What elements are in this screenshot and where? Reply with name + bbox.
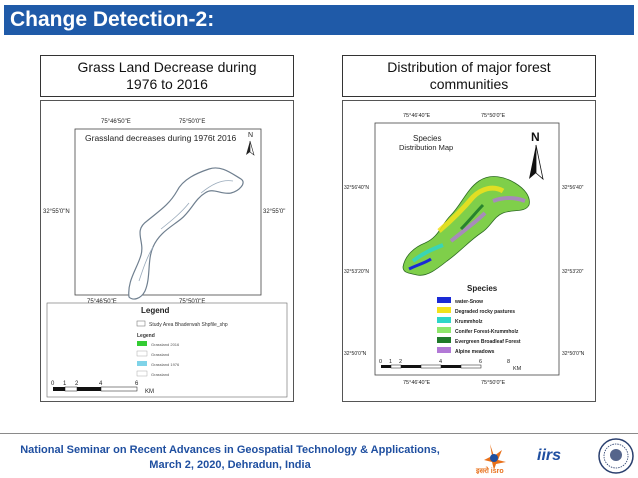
map-frame	[374, 122, 560, 376]
svg-text:1: 1	[389, 359, 392, 365]
species-map-title-2: Distribution Map	[399, 143, 453, 152]
footer-line1: National Seminar on Recent Advances in G…	[20, 444, 440, 456]
legend-item-2: Grassland 2016	[137, 341, 180, 347]
top-tick-2: 75°50'0"E	[179, 119, 205, 125]
species-legend-item-3: Conifer Forest-Krummholz	[437, 327, 519, 335]
species-map: 75°46'40"E 75°50'0"E 75°46'40"E 75°50'0"…	[344, 113, 585, 386]
svg-text:N: N	[531, 130, 540, 144]
right-tick: 32°55'0"	[263, 209, 285, 215]
footer-line2: March 2, 2020, Dehradun, India	[149, 459, 311, 471]
species-legend-item-1: Degraded rocky pastures	[437, 307, 515, 315]
svg-text:N: N	[248, 132, 253, 139]
species-legend-title: Species	[467, 284, 498, 293]
svg-text:Grassland: Grassland	[151, 372, 169, 377]
legend-item-0: Study Area Bhaderwah Shpfile_shp	[136, 320, 228, 328]
slide-title: Change Detection-2:	[4, 5, 634, 35]
svg-text:6: 6	[135, 381, 139, 387]
right-tick-1: 32°56'40"	[562, 185, 584, 191]
svg-text:0: 0	[51, 381, 55, 387]
north-arrow-icon: N	[529, 130, 544, 181]
bottom-tick-1: 75°46'40"E	[403, 380, 431, 386]
right-caption-line1: Distribution of major forest	[387, 59, 551, 75]
left-caption: Grass Land Decrease during 1976 to 2016	[40, 55, 294, 97]
right-tick-3: 32°50'0"N	[562, 351, 585, 357]
scale-bar: 0 1 2 4 6 KM	[51, 381, 154, 395]
svg-text:4: 4	[439, 359, 442, 365]
svg-text:KM: KM	[145, 389, 154, 395]
species-map-title-1: Species	[413, 134, 441, 143]
bottom-tick-2: 75°50'0"E	[481, 380, 505, 386]
legend-item-5: Grassland	[136, 370, 169, 377]
right-tick-2: 32°53'20"	[562, 269, 584, 275]
alpine-meadow-band	[449, 196, 526, 243]
svg-text:Evergreen Broadleaf Forest: Evergreen Broadleaf Forest	[455, 339, 521, 345]
grassland-map-title: Grassland decreases during 1976t 2016	[85, 133, 236, 143]
iirs-logo: iirs	[537, 447, 562, 464]
valley-detail	[138, 180, 234, 282]
svg-text:Conifer Forest-Krummholz: Conifer Forest-Krummholz	[455, 329, 519, 335]
legend-title: Legend	[141, 306, 170, 315]
svg-text:1: 1	[63, 381, 67, 387]
svg-text:Grassland: Grassland	[151, 352, 169, 357]
species-legend-item-4: Evergreen Broadleaf Forest	[437, 337, 521, 345]
svg-text:Study Area Bhaderwah Shpfile_s: Study Area Bhaderwah Shpfile_shp	[149, 322, 228, 328]
bottom-tick-1: 75°46'50"E	[87, 299, 117, 305]
svg-text:2: 2	[399, 359, 402, 365]
svg-text:water-Snow: water-Snow	[454, 299, 483, 305]
right-caption: Distribution of major forest communities	[342, 55, 596, 97]
rocky-pasture-band	[437, 185, 505, 233]
svg-text:0: 0	[379, 359, 382, 365]
svg-text:8: 8	[507, 359, 510, 365]
species-legend-item-0: water-Snow	[437, 297, 483, 305]
svg-text:Degraded rocky pastures: Degraded rocky pastures	[455, 309, 515, 315]
top-tick-1: 75°46'50"E	[101, 119, 131, 125]
svg-text:Grassland 1976: Grassland 1976	[151, 362, 180, 367]
left-caption-line2: 1976 to 2016	[126, 76, 208, 92]
title-banner: Change Detection-2:	[0, 0, 638, 38]
species-legend-item-5: Alpine meadows	[437, 347, 495, 355]
legend-item-1: Legend	[137, 333, 155, 339]
grassland-map-panel: 75°46'50"E 75°50'0"E 75°46'50"E 75°50'0"…	[40, 100, 294, 402]
isro-logo-icon: इसरो isro	[475, 444, 506, 474]
svg-text:6: 6	[479, 359, 482, 365]
top-tick-1: 75°46'40"E	[403, 113, 431, 119]
left-tick-1: 32°56'40"N	[344, 185, 369, 191]
svg-text:2: 2	[75, 381, 79, 387]
krummholz-band	[411, 243, 444, 263]
broadleaf-band	[459, 203, 485, 231]
left-tick-3: 32°50'0"N	[344, 351, 367, 357]
footer-text: National Seminar on Recent Advances in G…	[0, 443, 460, 473]
legend-item-3: Grassland	[136, 350, 169, 357]
grassland-map: 75°46'50"E 75°50'0"E 75°46'50"E 75°50'0"…	[43, 119, 288, 398]
svg-text:KM: KM	[513, 366, 522, 372]
svg-text:4: 4	[99, 381, 103, 387]
left-tick: 32°55'0"N	[43, 209, 70, 215]
legend-box	[46, 302, 288, 398]
bottom-tick-2: 75°50'0"E	[179, 299, 205, 305]
svg-text:इसरो isro: इसरो isro	[475, 466, 504, 474]
svg-text:Alpine meadows: Alpine meadows	[455, 349, 495, 355]
left-caption-line1: Grass Land Decrease during	[77, 59, 257, 75]
left-tick-2: 32°53'20"N	[344, 269, 369, 275]
top-tick-2: 75°50'0"E	[481, 113, 505, 119]
water-band	[408, 257, 432, 271]
seal-logo-icon	[598, 438, 634, 474]
species-legend-item-2: Krummholz	[437, 317, 483, 325]
legend-item-4: Grassland 1976	[137, 361, 180, 367]
svg-text:Krummholz: Krummholz	[455, 319, 483, 325]
species-map-panel: 75°46'40"E 75°50'0"E 75°46'40"E 75°50'0"…	[342, 100, 596, 402]
right-caption-line2: communities	[429, 76, 509, 92]
svg-text:Grassland 2016: Grassland 2016	[151, 342, 180, 347]
footer-divider	[0, 433, 638, 434]
north-arrow-icon: N	[246, 132, 255, 156]
scale-bar: 0 1 2 4 6 8 KM	[379, 359, 522, 372]
